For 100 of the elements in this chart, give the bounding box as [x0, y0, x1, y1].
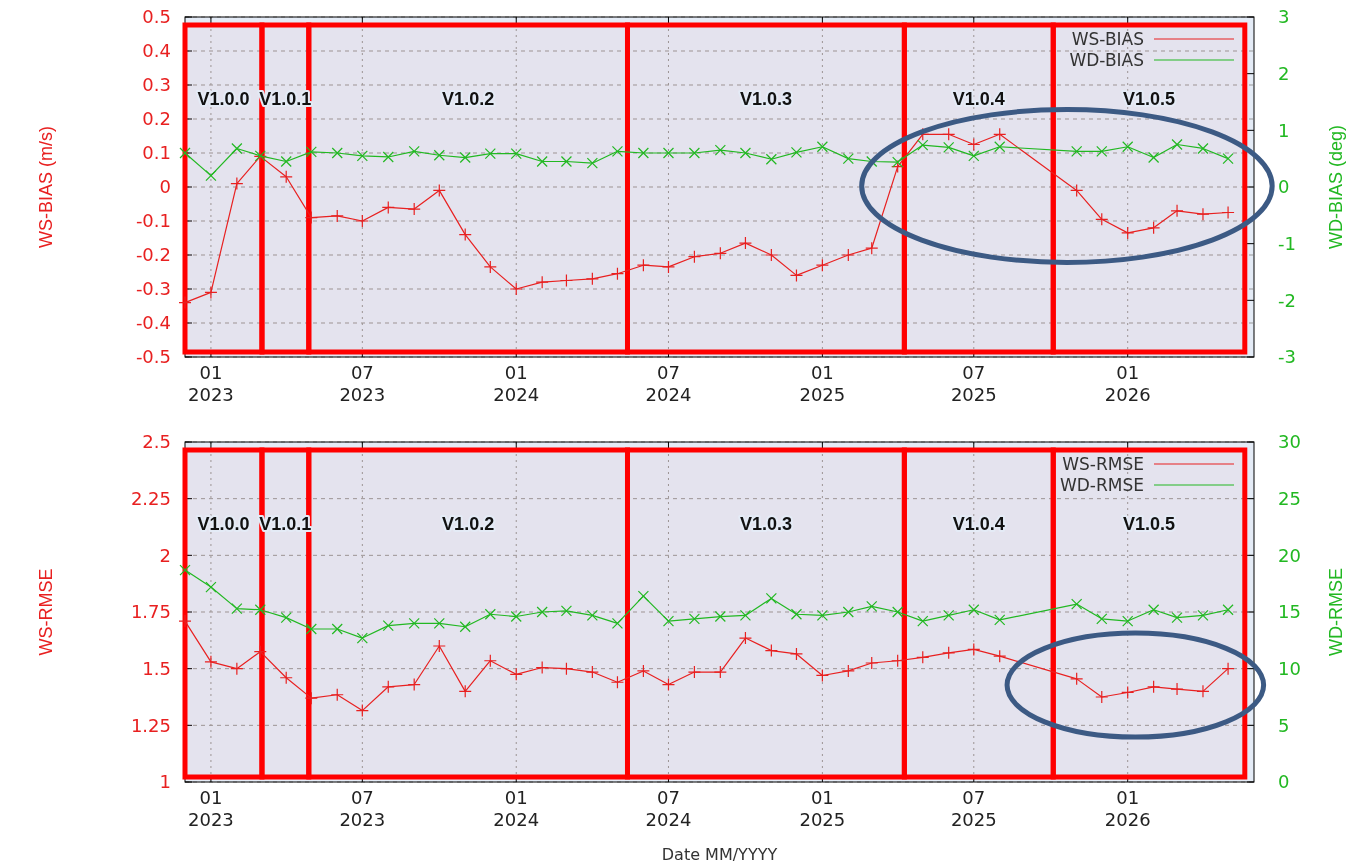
point — [585, 272, 599, 286]
point — [535, 660, 549, 675]
y-tick-label: 1.75 — [130, 601, 171, 623]
legend-label: WS-BIAS — [1071, 28, 1144, 49]
point — [968, 150, 980, 162]
point — [1096, 613, 1108, 625]
point — [586, 609, 598, 621]
y-tick-label: 0.2 — [142, 108, 171, 130]
x-tick-label: 07 2024 — [645, 787, 692, 830]
point — [789, 647, 804, 661]
band-label: V1.0.3 — [739, 89, 792, 109]
point — [688, 147, 701, 159]
point — [790, 146, 803, 159]
point — [610, 675, 625, 689]
point — [1147, 221, 1161, 235]
point — [407, 677, 421, 692]
point — [611, 145, 624, 157]
point — [279, 671, 293, 685]
point — [917, 615, 929, 627]
point — [713, 665, 727, 679]
point — [432, 183, 446, 197]
point — [381, 200, 395, 214]
band-label: V1.0.2 — [442, 514, 495, 534]
y-tick-label: 0.5 — [142, 6, 171, 28]
x-tick-label: 01 2025 — [799, 787, 846, 830]
point — [714, 144, 726, 156]
x-axis-title: Date MM/YYYY — [661, 845, 778, 864]
point — [661, 677, 676, 692]
x-tick-label: 01 2026 — [1104, 787, 1151, 830]
point — [1171, 138, 1183, 151]
point — [586, 157, 598, 169]
point — [1221, 205, 1235, 220]
point — [892, 606, 904, 618]
point — [483, 654, 497, 668]
point — [993, 127, 1007, 141]
point — [231, 142, 243, 155]
point — [179, 564, 191, 576]
y-axis-title: WS-RMSE — [36, 568, 56, 656]
y2-tick-label: -1 — [1278, 232, 1296, 254]
point — [230, 177, 244, 191]
y2-axis-title: WD-BIAS (deg) — [1326, 124, 1346, 250]
point — [305, 146, 317, 158]
point — [179, 147, 191, 159]
point — [993, 649, 1007, 663]
point — [432, 639, 446, 653]
x-tick-label: 07 2024 — [645, 362, 692, 405]
point — [610, 267, 625, 281]
point — [943, 609, 955, 621]
point — [994, 141, 1006, 153]
x-tick-label: 07 2025 — [950, 362, 997, 405]
point — [231, 603, 243, 615]
point — [1148, 151, 1160, 164]
y-tick-label: 0.1 — [142, 142, 171, 164]
point — [1095, 690, 1109, 704]
point — [205, 170, 217, 182]
point — [637, 147, 649, 159]
point — [865, 656, 879, 670]
y2-tick-label: 25 — [1278, 487, 1301, 509]
point — [815, 258, 829, 272]
legend-label: WD-BIAS — [1069, 49, 1144, 70]
point — [1147, 680, 1161, 694]
point — [304, 691, 318, 705]
point — [1196, 684, 1210, 698]
point — [510, 610, 522, 623]
y2-axis-title: WD-RMSE — [1326, 568, 1346, 656]
point — [355, 214, 369, 228]
y-tick-label: 2 — [159, 544, 171, 566]
point — [765, 592, 777, 604]
x-tick-label: 01 2024 — [493, 787, 540, 830]
y2-tick-label: 2 — [1278, 62, 1290, 84]
point — [458, 684, 472, 698]
point — [841, 248, 855, 262]
point — [1222, 153, 1234, 165]
point — [205, 581, 217, 593]
y-tick-label: 0.3 — [142, 74, 171, 96]
band-label: V1.0.5 — [1123, 89, 1176, 109]
band-label: V1.0.0 — [197, 514, 250, 534]
y-tick-label: 0 — [159, 176, 171, 198]
point — [842, 606, 854, 618]
point — [536, 155, 548, 168]
point — [484, 608, 496, 620]
y-axis-title: WS-BIAS (m/s) — [36, 126, 56, 248]
y-tick-label: 1.5 — [142, 657, 171, 679]
point — [280, 612, 292, 624]
point — [790, 608, 803, 620]
point — [942, 646, 956, 660]
point — [407, 202, 421, 216]
point — [509, 282, 523, 296]
point — [739, 609, 752, 621]
point — [204, 655, 218, 669]
point — [764, 248, 778, 262]
point — [382, 151, 394, 163]
point — [865, 241, 879, 255]
point — [304, 211, 318, 225]
band-label: V1.0.4 — [952, 514, 1005, 534]
point — [585, 665, 599, 679]
point — [484, 147, 496, 160]
y2-tick-label: 0 — [1278, 176, 1290, 198]
y-tick-label: -0.4 — [135, 312, 171, 334]
point — [1197, 142, 1209, 155]
